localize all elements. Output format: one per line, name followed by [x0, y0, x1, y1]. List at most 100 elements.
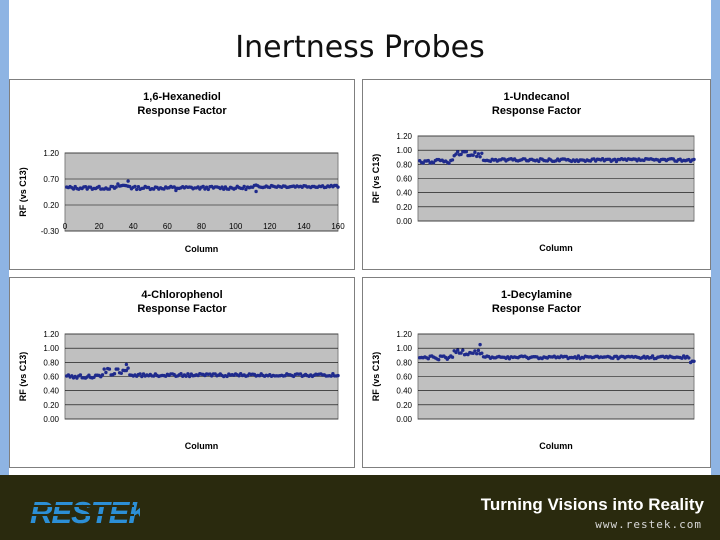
data-point — [140, 374, 144, 379]
restek-logo: RESTEK — [30, 495, 140, 527]
x-tick-label: 80 — [197, 222, 206, 231]
data-point — [114, 185, 118, 189]
data-point — [329, 374, 333, 378]
chart-panel-hexanediol: 1,6-Hexanediol Response Factor 1.20 0.70 0.2… — [9, 79, 355, 270]
data-point — [476, 348, 481, 353]
data-point — [456, 348, 460, 352]
y-tick-label: 0.40 — [396, 189, 412, 198]
chart-subtitle: Response Factor — [137, 105, 227, 117]
slide-title: Inertness Probes — [235, 30, 485, 65]
data-point — [136, 185, 141, 189]
data-point — [71, 187, 76, 191]
data-point — [124, 362, 129, 367]
data-point — [254, 189, 258, 194]
data-point — [478, 155, 482, 159]
data-point — [687, 356, 691, 360]
y-tick-label: 0.00 — [43, 415, 59, 424]
data-point — [112, 372, 117, 376]
chart-hexanediol: 1,6-Hexanediol Response Factor 1.20 0.70 0.2… — [18, 91, 345, 254]
y-tick-label: 0.40 — [43, 387, 59, 396]
data-point — [186, 372, 190, 376]
data-point — [476, 152, 481, 156]
data-point — [431, 161, 436, 165]
chart-subtitle: Response Factor — [492, 303, 582, 315]
y-axis-label: RF (vs C13) — [371, 154, 381, 204]
x-tick-label: 120 — [263, 222, 277, 231]
x-axis-label: Column — [539, 441, 573, 451]
y-tick-label: 1.20 — [396, 330, 412, 339]
x-tick-label: 0 — [63, 222, 68, 231]
data-point — [124, 368, 129, 373]
data-point — [461, 348, 465, 352]
y-tick-label: 0.80 — [396, 358, 412, 367]
y-tick-label: 0.60 — [43, 373, 59, 382]
left-accent-band — [0, 0, 9, 475]
data-point — [107, 187, 112, 191]
chart-subtitle: Response Factor — [137, 303, 227, 315]
data-point — [480, 151, 484, 155]
data-point — [473, 349, 477, 353]
y-tick-label: 0.60 — [396, 373, 412, 382]
data-point — [537, 159, 541, 164]
data-point — [126, 179, 130, 183]
y-axis-label: RF (vs C13) — [18, 352, 28, 402]
y-tick-label: 1.20 — [396, 132, 412, 141]
data-point — [242, 184, 246, 189]
y-tick-label: 1.00 — [396, 344, 412, 353]
chart-panel-undecanol: 1-Undecanol Response Factor 1.20 1.00 0.80 0.… — [362, 79, 711, 270]
y-tick-label: 1.00 — [396, 146, 412, 155]
data-point — [336, 185, 340, 189]
data-point — [475, 154, 479, 159]
data-point — [450, 355, 455, 359]
chart-panel-decylamine: 1-Decylamine Response Factor 1.20 1.00 0.80 0… — [362, 277, 711, 468]
chart-chlorophenol: 4-Chlorophenol Response Factor 1.20 1.00 0.8… — [18, 289, 340, 451]
y-tick-label: 0.20 — [43, 401, 59, 410]
data-point — [206, 187, 210, 192]
data-point — [464, 150, 468, 154]
data-point — [450, 158, 455, 162]
y-tick-label: 0.40 — [396, 387, 412, 396]
data-point — [650, 354, 655, 358]
data-point — [336, 373, 340, 378]
x-axis-label: Column — [185, 244, 219, 254]
data-point — [478, 342, 482, 347]
x-axis-label: Column — [185, 441, 219, 451]
data-point — [471, 351, 475, 355]
data-point — [107, 367, 112, 371]
x-tick-label: 40 — [129, 222, 138, 231]
y-tick-label: 1.00 — [43, 344, 59, 353]
data-point — [459, 152, 463, 157]
plot-area — [64, 152, 339, 232]
data-point — [480, 351, 484, 355]
x-axis-label: Column — [539, 243, 573, 253]
data-point — [201, 184, 205, 189]
data-point — [475, 352, 479, 356]
y-tick-label: 0.60 — [396, 175, 412, 184]
data-point — [456, 150, 460, 154]
data-point — [426, 158, 430, 163]
y-tick-label: 0.00 — [396, 217, 412, 226]
y-axis-label: RF (vs C13) — [371, 352, 381, 402]
data-point — [459, 351, 463, 355]
y-axis-label: RF (vs C13) — [18, 167, 28, 217]
chart-decylamine: 1-Decylamine Response Factor 1.20 1.00 0.80 0… — [371, 289, 696, 451]
data-point — [471, 153, 475, 157]
data-point — [138, 372, 142, 376]
y-tick-label: 0.00 — [396, 415, 412, 424]
data-point — [426, 357, 430, 361]
data-point — [298, 372, 303, 376]
y-tick-label: -0.30 — [41, 227, 60, 236]
x-tick-label: 60 — [163, 222, 172, 231]
data-point — [174, 188, 178, 193]
data-point — [126, 366, 130, 370]
x-tick-label: 100 — [229, 222, 243, 231]
data-point — [184, 374, 188, 378]
chart-title: 1-Undecanol — [503, 91, 569, 103]
data-point — [83, 185, 88, 189]
data-point — [692, 157, 696, 162]
x-tick-label: 20 — [95, 222, 104, 231]
data-point — [135, 187, 139, 192]
data-point — [78, 373, 83, 377]
data-point — [447, 161, 451, 165]
